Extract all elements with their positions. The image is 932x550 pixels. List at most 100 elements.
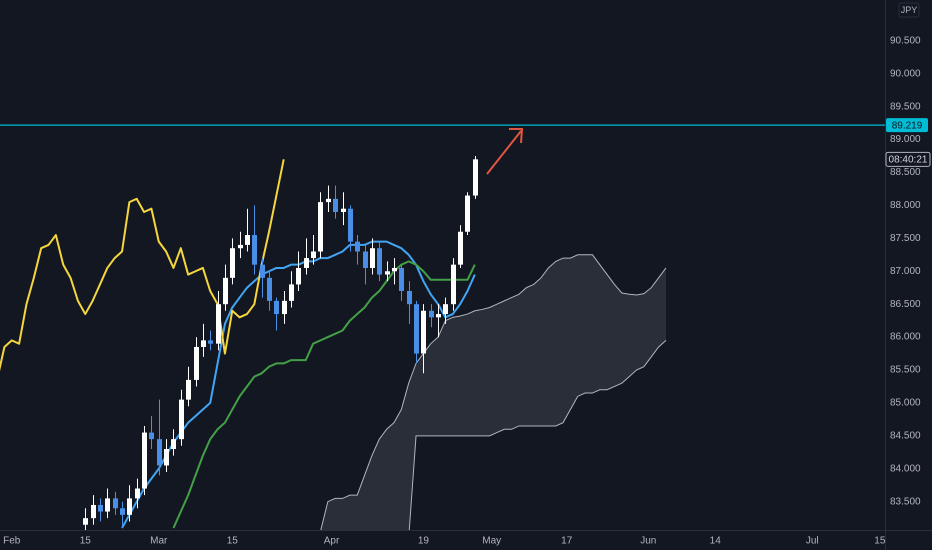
countdown-box [885, 151, 931, 167]
y-tick-label: 83.500 [890, 496, 921, 507]
countdown-label: 08:40:21 [889, 154, 928, 165]
arrow-shaft [486, 130, 522, 175]
y-tick-label: 84.500 [890, 430, 921, 441]
level-label: 89.219 [892, 120, 923, 131]
candle-body [127, 498, 132, 515]
candle-body [341, 208, 346, 212]
y-tick-label: 86.500 [890, 299, 921, 310]
y-tick-label: 89.000 [890, 134, 921, 145]
candle-body [436, 314, 441, 318]
candle-body [171, 439, 176, 450]
arrow-head [509, 128, 524, 144]
candle-body [333, 198, 338, 212]
candle-body [414, 304, 419, 354]
candle-body [238, 244, 243, 249]
indicator-line [0, 159, 285, 372]
candle-body [135, 488, 140, 499]
x-tick-label: 15 [874, 536, 886, 547]
candle-body [282, 300, 287, 315]
candle-body [429, 310, 434, 318]
cloud-lower-line [408, 340, 667, 530]
x-tick-label: Jun [640, 536, 656, 547]
candle-body [363, 251, 368, 268]
candle-body [201, 340, 206, 347]
candle-body [149, 432, 154, 440]
candle-body [311, 251, 316, 259]
candle-body [245, 235, 250, 245]
candle-body [465, 195, 470, 232]
candle-body [91, 504, 96, 519]
candle-body [392, 267, 397, 272]
x-tick-label: 15 [227, 536, 239, 547]
candle-body [98, 504, 103, 512]
candle-body [83, 518, 88, 525]
arrow-annotation [486, 128, 524, 175]
y-tick-label: 85.000 [890, 398, 921, 409]
candle-body [473, 159, 478, 196]
candle-body [385, 271, 390, 275]
x-tick-label: May [482, 536, 501, 547]
candle-body [443, 304, 448, 315]
x-tick-label: 19 [418, 536, 430, 547]
candle-body [120, 508, 125, 515]
x-tick-label: Apr [324, 536, 340, 547]
candle-body [355, 241, 360, 252]
candle-body [304, 258, 309, 268]
candle-body [186, 379, 191, 400]
candle-body [223, 277, 228, 305]
candle-body [458, 231, 463, 265]
currency-label: JPY [901, 5, 918, 15]
y-tick-label: 88.500 [890, 167, 921, 178]
candle-body [289, 284, 294, 301]
y-tick-label: 88.000 [890, 200, 921, 211]
y-tick-label: 86.000 [890, 332, 921, 343]
cloud-fill [320, 254, 666, 530]
candle-body [208, 340, 213, 344]
candle-body [230, 248, 235, 278]
candle-body [105, 498, 110, 512]
y-tick-label: 87.000 [890, 266, 921, 277]
candle-body [318, 202, 323, 252]
indicator-line [172, 260, 476, 529]
y-tick-label: 90.500 [890, 35, 921, 46]
x-tick-label: 14 [710, 536, 722, 547]
candle-body [421, 310, 426, 354]
candle-body [451, 264, 456, 305]
candle-body [348, 208, 353, 242]
currency-box [898, 2, 920, 18]
plot-area [0, 124, 885, 530]
candle-body [194, 346, 199, 380]
y-tick-label: 84.000 [890, 463, 921, 474]
axes: 83.500 84.000 84.500 85.000 85.500 86.000 86.5… [3, 35, 921, 546]
y-tick-label: 87.500 [890, 233, 921, 244]
level-label-box [886, 118, 928, 133]
candle-body [399, 267, 404, 292]
candle-body [407, 291, 412, 305]
candle-body [296, 267, 301, 285]
candle-body [216, 304, 221, 344]
x-tick-label: Mar [150, 536, 168, 547]
candle-body [113, 498, 118, 509]
candle-body [142, 432, 147, 489]
x-tick-label: 15 [80, 536, 92, 547]
candle-body [164, 449, 169, 466]
x-tick-label: Feb [3, 536, 21, 547]
candle-body [326, 198, 331, 203]
y-tick-label: 90.000 [890, 68, 921, 79]
y-tick-label: 85.500 [890, 365, 921, 376]
cloud-upper-line [320, 254, 667, 530]
y-tick-label: 89.500 [890, 101, 921, 112]
candle-body [157, 439, 162, 466]
candle-body [377, 248, 382, 275]
x-tick-label: Jul [806, 536, 819, 547]
candle-body [252, 235, 257, 265]
candle-body [274, 300, 279, 315]
candle-body [179, 399, 184, 440]
candle-body [260, 264, 265, 278]
candle-body [370, 248, 375, 268]
x-tick-label: 17 [561, 536, 573, 547]
candle-body [267, 277, 272, 301]
